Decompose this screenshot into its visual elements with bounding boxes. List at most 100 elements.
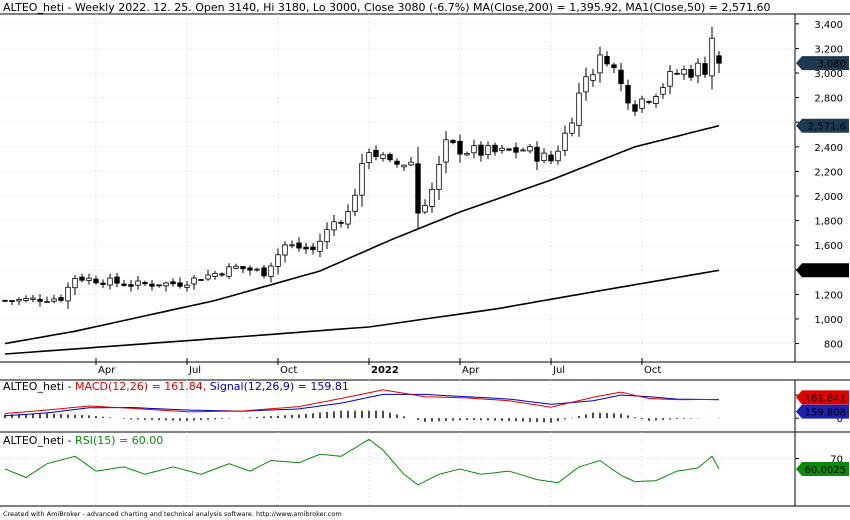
moving-averages [4,124,720,355]
candle [632,100,638,116]
candle [240,265,246,274]
signal-tag: 159.808 [796,404,849,419]
candle [674,69,680,76]
price-y-tick-label: 3,400 [814,20,843,31]
candle [422,199,428,215]
x-tick-label-Jul: Jul [552,365,565,376]
candle [485,141,491,159]
candle [569,117,575,137]
price-y-tick-label: 2,000 [814,192,843,203]
candle [380,152,386,162]
candle [226,263,232,280]
candle [639,95,645,113]
candle [352,188,358,217]
candle [282,241,288,263]
x-tick-label-Oct: Oct [644,365,661,376]
candle [667,65,673,95]
candle [58,294,64,303]
candle [681,65,687,80]
candle [303,242,309,254]
price-y-tick-label: 800 [824,340,843,351]
candle [401,164,407,172]
candle [576,82,582,137]
ma50-line [4,124,720,345]
candle [548,150,554,165]
rsi-y-tick-label: 70 [830,454,843,465]
candle [555,145,561,165]
candle [205,269,211,281]
candle [331,215,337,236]
candles [2,26,722,309]
price-header: ALTEO_heti - Weekly 2022. 12. 25. Open 3… [3,1,771,14]
candle [394,158,400,168]
signal-tag-text: 159.808 [805,408,846,419]
price-tag: 3,080 [796,56,849,71]
candle [219,272,225,277]
candle [149,280,155,291]
candle [289,240,295,249]
x-tick-label-Apr: Apr [462,365,480,376]
ma200-tag-text: 1,395.92 [801,266,846,277]
candle [107,273,113,290]
candle [184,280,190,292]
candle [471,139,477,159]
rsi-header-text: ALTEO_heti - RSI(15) = 60.00 [3,434,163,447]
footer-credit: Created with AmiBroker - advanced charti… [3,510,342,518]
price-y-tick-label: 2,400 [814,143,843,154]
candle [660,83,666,99]
macd-tag-text: 161.841 [805,393,846,404]
x-tick-label-2022: 2022 [371,365,399,376]
candle [44,296,50,303]
ma50-tag-text: 2,571.6 [808,122,846,133]
candle [142,280,148,286]
candle [604,51,610,67]
x-tick-label-Oct: Oct [280,365,297,376]
candle [618,62,624,92]
candle [254,267,260,272]
candle [527,143,533,154]
candle [317,233,323,258]
candle [212,271,218,280]
candle [121,279,127,287]
candle [387,152,393,163]
price-y-tick-label: 3,200 [814,44,843,55]
macd-tag: 161.841 [796,390,849,405]
candle [513,142,519,159]
candle [37,294,43,307]
price-y-tick-label: 1,800 [814,217,843,228]
candle [695,58,701,84]
candle [275,248,281,275]
rsi-tag-text: 60.0025 [805,465,846,476]
candle [366,148,372,170]
candle [506,148,512,152]
candle [86,273,92,285]
candle [198,278,204,281]
candle [625,79,631,110]
candle [9,300,15,305]
candle [499,144,505,154]
candle [520,147,526,152]
candle [443,131,449,174]
candle [310,243,316,255]
candle [191,275,197,290]
candle [597,46,603,83]
candle [492,142,498,156]
candle [65,282,71,309]
candle [457,134,463,163]
price-y-tick-label: 2,200 [814,167,843,178]
candle [646,100,652,105]
candle [128,279,134,292]
candle [716,50,722,74]
x-tick-label-Apr: Apr [98,365,116,376]
candle [51,294,57,304]
candle [114,272,120,288]
candle [338,220,344,228]
candle [534,141,540,171]
price-header-text: ALTEO_heti - Weekly 2022. 12. 25. Open 3… [3,1,771,14]
price-y-tick-label: 2,800 [814,94,843,105]
x-tick-label-Jul: Jul [188,365,201,376]
candle [702,56,708,78]
